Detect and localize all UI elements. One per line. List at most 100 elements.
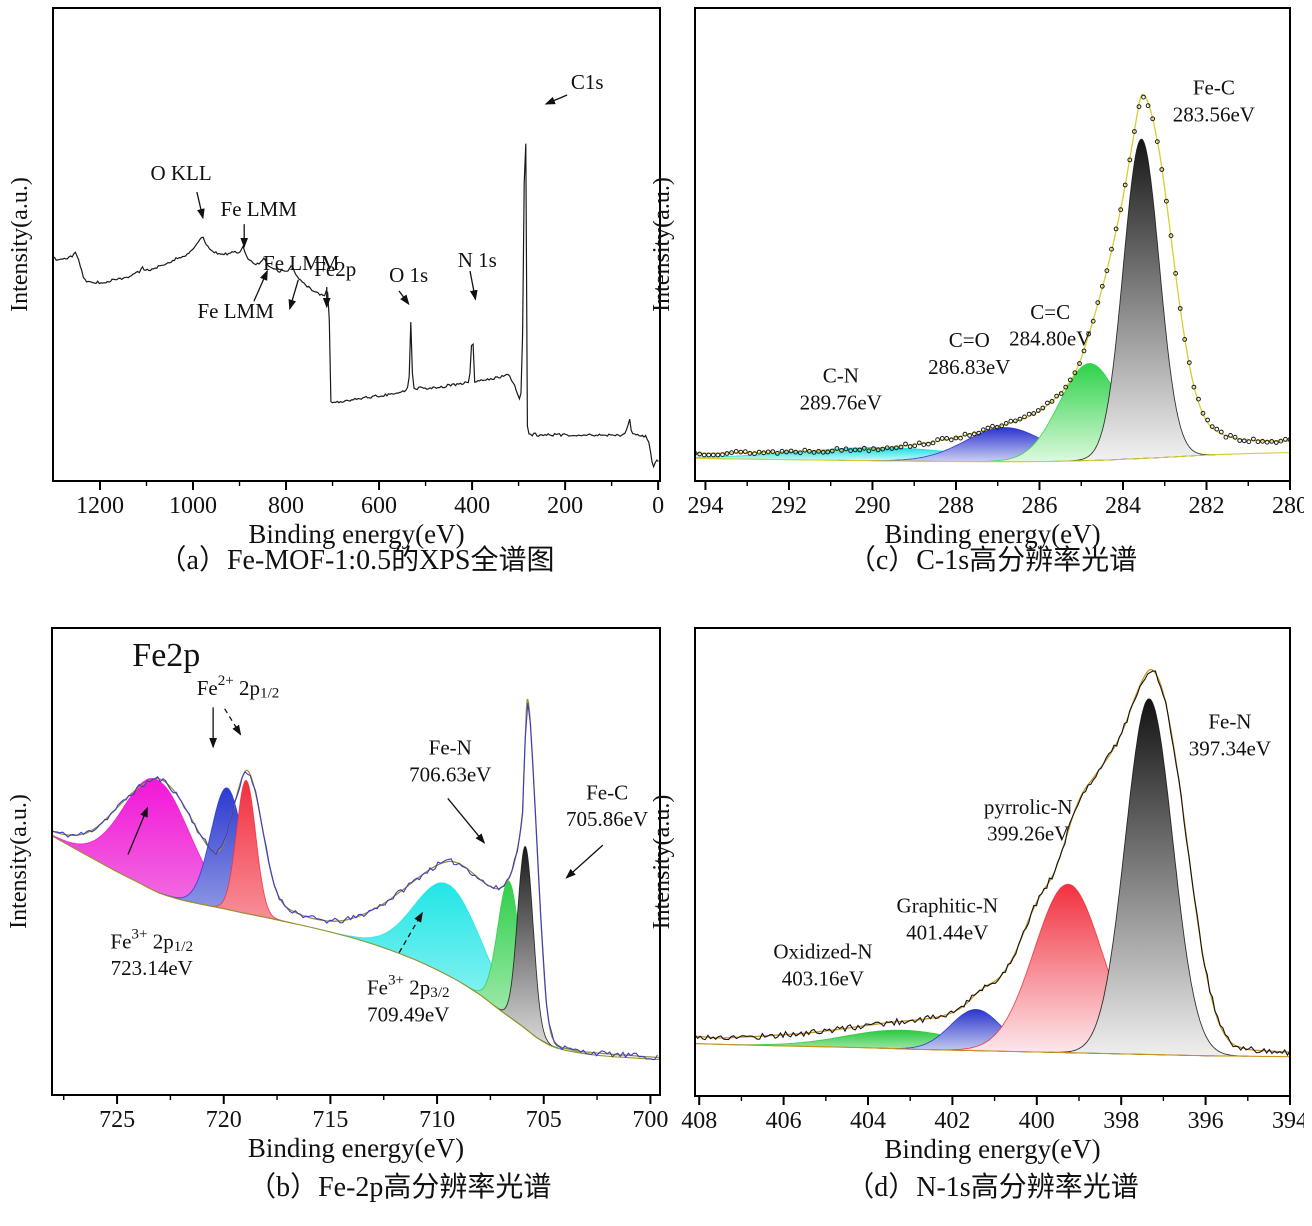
panel-d-plot: 408 406 404 402 400 398 396 394 Binding energy(e… — [649, 627, 1308, 1203]
annotation-arrow — [224, 708, 242, 736]
annotation-label: C=C — [1030, 300, 1070, 324]
plot-border — [51, 627, 661, 1096]
fit-baseline — [695, 1043, 1290, 1058]
annotation-label: 289.76eV — [800, 390, 882, 414]
annotation-label: Fe3+ 2p1/2 — [110, 927, 193, 956]
annotation-label: 284.80eV — [1009, 327, 1091, 351]
annotation-arrow — [196, 191, 205, 220]
annotation-label: Graphitic-N — [897, 893, 998, 917]
panel-c1s-spectrum: 294 292 290 288 286 284 282 280 Binding energy(e… — [649, 2, 1308, 618]
x-tick-label: 406 — [766, 1108, 802, 1134]
annotation-arrow — [398, 290, 410, 306]
y-axis-title: Intensity(a.u.) — [653, 795, 675, 930]
annotation-arrow — [253, 269, 268, 302]
panel-caption: （d）N-1s高分辨率光谱 — [846, 1171, 1138, 1203]
x-tick-label: 402 — [934, 1108, 970, 1134]
annotation-label: 401.44eV — [906, 920, 988, 944]
x-tick-label: 705 — [526, 1107, 562, 1133]
x-axis-title: Binding energy(eV) — [248, 1133, 464, 1163]
panel-n1s-spectrum: 408 406 404 402 400 398 396 394 Binding energy(e… — [649, 622, 1308, 1226]
panel-b-plot: 725 720 715 710 705 700 Binding energy(eV) Inte… — [6, 627, 668, 1203]
panel-survey-spectrum: 1200 1000 800 600 400 200 0 Binding energy(eV) I… — [7, 2, 674, 618]
x-axis-title: Binding energy(eV) — [884, 519, 1100, 549]
annotation-label: Fe-N — [429, 735, 472, 759]
y-axis-title: Intensity(a.u.) — [653, 177, 675, 312]
x-axis-ticks — [704, 481, 1291, 490]
annotation-label: Oxidized-N — [773, 939, 872, 963]
x-tick-label: 725 — [99, 1107, 135, 1133]
annotation-label: 399.26eV — [987, 821, 1069, 845]
annotation-label: 723.14eV — [111, 956, 193, 980]
annotation-arrow — [544, 94, 568, 105]
panel-caption: （c）C-1s高分辨率光谱 — [848, 544, 1137, 576]
annotation-label: 283.56eV — [1173, 102, 1255, 126]
x-tick-label: 282 — [1188, 493, 1224, 519]
x-tick-label: 700 — [632, 1107, 668, 1133]
x-tick-label: 280 — [1272, 493, 1304, 519]
x-tick-label: 720 — [206, 1107, 242, 1133]
x-tick-label: 200 — [547, 493, 583, 519]
annotation-arrow — [127, 806, 149, 855]
x-tick-label: 288 — [938, 493, 974, 519]
annotation-label: Fe LMM — [221, 197, 298, 221]
peak-Fe3-2p3-2 — [308, 882, 588, 1055]
x-tick-label: 0 — [652, 493, 664, 519]
x-tick-label: 715 — [312, 1107, 348, 1133]
annotation-arrow — [398, 911, 423, 953]
x-axis-ticks — [98, 481, 660, 490]
x-tick-label: 396 — [1188, 1108, 1224, 1134]
x-tick-label: 800 — [268, 493, 304, 519]
panel-caption: （b）Fe-2p高分辨率光谱 — [248, 1171, 551, 1203]
annotation-label: 403.16eV — [782, 966, 864, 990]
y-axis-title: Intensity(a.u.) — [10, 794, 32, 929]
panel-c-plot: 294 292 290 288 286 284 282 280 Binding energy(e… — [649, 7, 1308, 576]
x-tick-label: 400 — [454, 493, 490, 519]
survey-curve — [53, 143, 659, 469]
annotation-label: C=O — [949, 328, 990, 352]
annotation-arrow — [565, 844, 604, 879]
annotation-label: 397.34eV — [1189, 736, 1271, 760]
x-tick-label: 394 — [1272, 1108, 1304, 1134]
annotation-label: N 1s — [458, 248, 497, 272]
panel-fe2p-spectrum: 725 720 715 710 705 700 Binding energy(eV) Inte… — [6, 622, 674, 1226]
x-tick-label: 1200 — [76, 493, 124, 519]
annotation-label: Fe2+ 2p1/2 — [197, 674, 280, 703]
annotation-arrow — [447, 798, 486, 844]
x-tick-label: 404 — [850, 1108, 886, 1134]
annotation-label: C1s — [571, 70, 604, 94]
measured-data-points — [695, 94, 1290, 458]
annotation-arrow — [288, 279, 299, 311]
annotation-label: 705.86eV — [566, 807, 648, 831]
x-tick-label: 284 — [1105, 493, 1141, 519]
annotation-label: O KLL — [150, 161, 211, 185]
x-axis-ticks — [63, 1095, 652, 1104]
x-tick-label: 400 — [1019, 1108, 1055, 1134]
measured-data-line — [52, 702, 658, 1061]
panel-caption: （a）Fe-MOF-1:0.5的XPS全谱图 — [159, 544, 555, 576]
annotation-arrow — [469, 270, 478, 301]
annotation-label: Fe LMM — [263, 251, 340, 275]
fit-envelope — [695, 668, 1290, 1053]
annotation-label: Fe-C — [1193, 75, 1235, 99]
y-axis-title: Intensity(a.u.) — [11, 177, 33, 312]
annotation-label: Fe2p — [314, 257, 356, 281]
x-tick-label: 294 — [687, 493, 723, 519]
plot-border — [52, 7, 661, 482]
x-tick-label: 408 — [681, 1108, 717, 1134]
x-axis-ticks — [698, 1096, 1291, 1105]
x-tick-label: 398 — [1103, 1108, 1139, 1134]
annotation-label: O 1s — [389, 263, 428, 287]
fit-baseline — [52, 835, 660, 1061]
x-tick-label: 292 — [771, 493, 807, 519]
x-axis-title: Binding energy(eV) — [884, 1134, 1100, 1164]
fit-baseline — [695, 452, 1290, 463]
annotation-label: pyrrolic-N — [984, 795, 1073, 819]
plot-border — [694, 7, 1291, 482]
x-tick-label: 710 — [419, 1107, 455, 1133]
annotation-label: Fe LMM — [197, 299, 274, 323]
x-tick-label: 1000 — [169, 493, 217, 519]
annotation-label: Fe-C — [586, 780, 628, 804]
plot-border — [694, 627, 1291, 1097]
inner-title: Fe2p — [132, 637, 200, 674]
annotation-label: C-N — [823, 364, 859, 388]
